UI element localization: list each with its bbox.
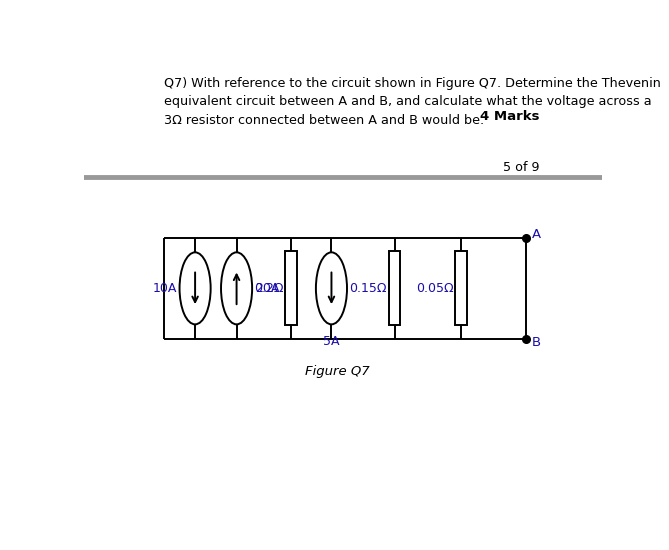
Text: 0.15Ω: 0.15Ω [349,282,387,295]
Text: 10A: 10A [153,282,177,295]
Text: A: A [532,228,541,241]
Text: 0.2Ω: 0.2Ω [254,282,283,295]
Text: 0.05Ω: 0.05Ω [415,282,454,295]
Text: 5 of 9: 5 of 9 [503,161,540,174]
Bar [456,251,467,326]
Ellipse shape [179,252,211,324]
Ellipse shape [316,252,347,324]
Text: Figure Q7: Figure Q7 [305,365,370,377]
Text: B: B [532,336,541,349]
Text: 20A: 20A [255,282,279,295]
Bar [285,251,297,326]
Text: 4 Marks: 4 Marks [480,111,540,123]
Ellipse shape [221,252,252,324]
Bar [389,251,401,326]
Text: 5A: 5A [323,335,340,348]
Text: Q7) With reference to the circuit shown in Figure Q7. Determine the Thevenin
equ: Q7) With reference to the circuit shown … [164,76,661,126]
